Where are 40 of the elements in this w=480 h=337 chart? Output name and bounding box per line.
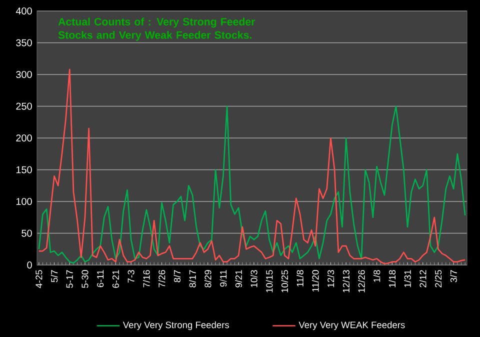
y-tick-label: 50 xyxy=(22,230,32,237)
x-tick-label: 6-11 xyxy=(97,270,104,288)
x-tick-label: 8/7 xyxy=(174,270,181,282)
x-tick-label: 5/7 xyxy=(50,270,58,282)
x-tick-label: 7/16 xyxy=(143,270,150,288)
x-tick-label: 2/25 xyxy=(434,270,442,288)
x-tick-label: 3/7 xyxy=(450,270,457,282)
y-tick-label: 150 xyxy=(16,166,32,174)
x-tick-label: 10/25 xyxy=(281,270,288,292)
legend-label: Very Very WEAK Feeders xyxy=(298,321,405,330)
x-tick-label: 10/3 xyxy=(250,270,258,288)
x-tick-label: 4-25 xyxy=(36,270,42,288)
y-tick-label: 200 xyxy=(16,134,32,142)
x-tick-label: 5-17 xyxy=(66,270,73,288)
legend-label: Very Very Strong Feeders xyxy=(122,321,230,330)
x-tick-label: 1/31 xyxy=(404,270,411,288)
x-tick-label: 6-21 xyxy=(112,270,119,288)
x-tick-label: 12/13 xyxy=(342,270,350,292)
x-tick-label: 10/15 xyxy=(266,270,273,292)
y-tick-label: 300 xyxy=(16,70,32,78)
x-tick-label: 8/29 xyxy=(204,270,212,288)
x-tick-label: 9/21 xyxy=(235,270,242,288)
x-tick-label: 1/8 xyxy=(373,270,380,282)
x-tick-label: 12/3 xyxy=(327,270,334,288)
x-tick-label: 1/18 xyxy=(388,270,396,288)
x-tick-label: 12/26 xyxy=(358,270,365,292)
x-tick-label: 8/17 xyxy=(189,270,196,288)
y-tick-label: 350 xyxy=(16,39,32,46)
x-tick-label: 11/20 xyxy=(312,270,319,292)
y-tick-label: 400 xyxy=(16,7,32,15)
x-tick-label: 2/12 xyxy=(419,270,426,288)
x-tick-label: 5-30 xyxy=(82,270,88,288)
text: Actual Counts of : Very Strong Feeder Stocks and Very Weak Feeder Stocks. xyxy=(58,18,256,41)
x-tick-label: 7/26 xyxy=(158,270,166,288)
y-tick-label: 0 xyxy=(27,261,32,269)
x-tick-label: 11/8 xyxy=(296,270,304,286)
x-tick-label: 7-3 xyxy=(128,270,134,283)
x-tick-label: 9/11 xyxy=(220,270,227,287)
y-tick-label: 250 xyxy=(16,102,32,110)
y-tick-label: 100 xyxy=(16,198,32,206)
